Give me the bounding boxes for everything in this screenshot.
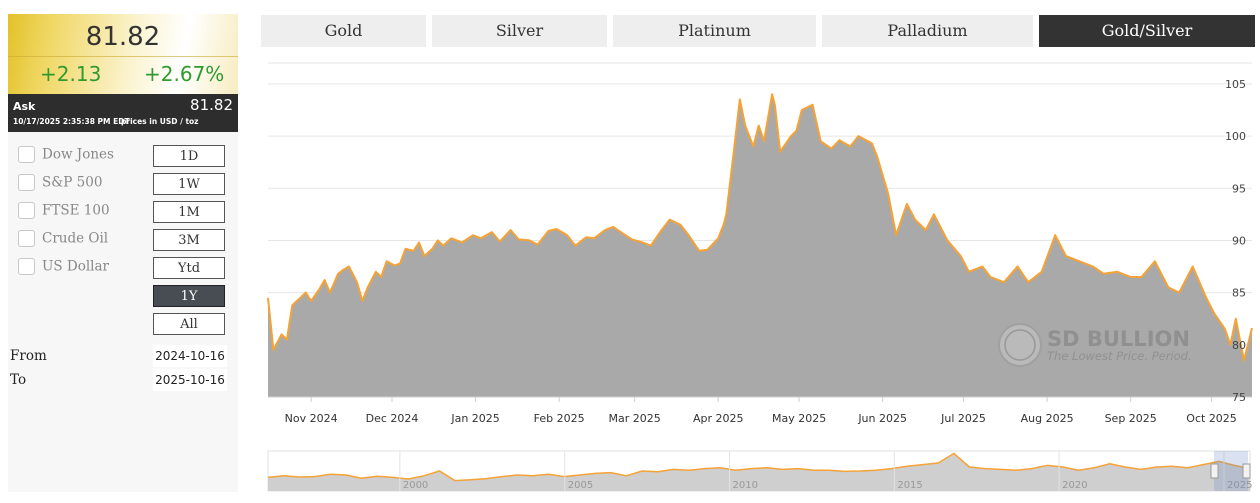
checkbox[interactable] [18, 146, 35, 163]
x-tick-label: Apr 2025 [693, 412, 744, 425]
x-tick-label: Aug 2025 [1021, 412, 1074, 425]
price-change: +2.13 [40, 62, 102, 86]
y-tick-label: 80 [1232, 339, 1246, 352]
index-toggle-ftse-100[interactable]: FTSE 100 [18, 202, 110, 222]
index-toggle-sp-500[interactable]: S&P 500 [18, 174, 102, 194]
range-button-1w[interactable]: 1W [153, 173, 225, 195]
chart-options-panel: Dow Jones S&P 500 FTSE 100 Crude Oil US … [8, 132, 238, 492]
navigator-area [268, 453, 1250, 491]
watermark-brand: SD BULLION [1047, 327, 1190, 351]
watermark-tagline: The Lowest Price. Period. [1047, 349, 1192, 363]
ask-label: Ask [13, 100, 36, 113]
range-navigator[interactable]: 2000 2005 2010 2015 2020 2025 [267, 450, 1252, 492]
x-tick-label: Nov 2024 [285, 412, 338, 425]
tab-platinum[interactable]: Platinum [613, 15, 816, 47]
x-tick-label: Jun 2025 [857, 412, 907, 425]
x-tick-label: May 2025 [772, 412, 826, 425]
x-tick-label: Mar 2025 [609, 412, 661, 425]
checkbox[interactable] [18, 174, 35, 191]
x-tick-label: Oct 2025 [1186, 412, 1237, 425]
index-toggle-us-dollar[interactable]: US Dollar [18, 258, 109, 278]
navigator-left-handle[interactable] [1210, 463, 1219, 479]
range-button-all[interactable]: All [153, 313, 225, 335]
navigator-year-label: 2005 [568, 480, 593, 491]
y-tick-label: 105 [1225, 78, 1246, 91]
range-button-3m[interactable]: 3M [153, 229, 225, 251]
from-label: From [10, 348, 47, 364]
ask-bar: Ask 81.82 10/17/2025 2:35:38 PM EDT pric… [8, 94, 238, 132]
price-divider [8, 56, 238, 57]
tab-gold[interactable]: Gold [261, 15, 426, 47]
navigator-year-label: 2000 [403, 480, 428, 491]
current-price: 81.82 [85, 22, 161, 52]
range-button-ytd[interactable]: Ytd [153, 257, 225, 279]
navigator-year-label: 2020 [1062, 480, 1087, 491]
tab-palladium[interactable]: Palladium [822, 15, 1033, 47]
to-label: To [10, 372, 27, 388]
quote-timestamp: 10/17/2025 2:35:38 PM EDT [13, 117, 130, 126]
y-tick-label: 90 [1232, 234, 1246, 247]
navigator-year-label: 2015 [897, 480, 922, 491]
index-toggle-crude-oil[interactable]: Crude Oil [18, 230, 108, 250]
from-date-input[interactable]: 2024-10-16 [153, 345, 227, 367]
index-label: US Dollar [42, 258, 110, 275]
navigator-year-label: 2010 [733, 480, 758, 491]
index-label: Dow Jones [42, 146, 114, 163]
tab-silver[interactable]: Silver [432, 15, 607, 47]
tab-gold-silver[interactable]: Gold/Silver [1039, 15, 1255, 47]
x-tick-label: Sep 2025 [1105, 412, 1157, 425]
index-label: Crude Oil [42, 230, 109, 247]
index-label: FTSE 100 [42, 202, 110, 219]
y-tick-label: 100 [1225, 130, 1246, 143]
navigator-selection[interactable] [1214, 451, 1248, 491]
range-button-1m[interactable]: 1M [153, 201, 225, 223]
navigator-right-handle[interactable] [1242, 463, 1251, 479]
series-line [267, 93, 1253, 362]
price-change-percent: +2.67% [144, 62, 225, 86]
x-tick-label: Dec 2024 [366, 412, 419, 425]
x-tick-label: Feb 2025 [534, 412, 585, 425]
range-button-1y[interactable]: 1Y [153, 285, 225, 307]
y-tick-label: 95 [1232, 182, 1246, 195]
navigator-line [267, 452, 1251, 482]
y-tick-label: 85 [1232, 287, 1246, 300]
checkbox[interactable] [18, 202, 35, 219]
ask-value: 81.82 [190, 96, 233, 114]
navigator-year-label: 2025 [1227, 480, 1252, 491]
sd-bullion-watermark: SD BULLION The Lowest Price. Period. [998, 323, 1192, 367]
checkbox[interactable] [18, 230, 35, 247]
x-tick-label: Jan 2025 [450, 412, 499, 425]
index-toggle-dow-jones[interactable]: Dow Jones [18, 146, 114, 166]
price-summary: 81.82 +2.13 +2.67% [8, 14, 238, 94]
checkbox[interactable] [18, 258, 35, 275]
x-tick-label: Jul 2025 [940, 412, 986, 425]
range-button-1d[interactable]: 1D [153, 145, 225, 167]
y-tick-label: 75 [1232, 391, 1246, 404]
to-date-input[interactable]: 2025-10-16 [153, 369, 227, 391]
series-area [268, 94, 1252, 398]
price-units: prices in USD / toz [121, 117, 199, 126]
index-label: S&P 500 [42, 174, 103, 191]
